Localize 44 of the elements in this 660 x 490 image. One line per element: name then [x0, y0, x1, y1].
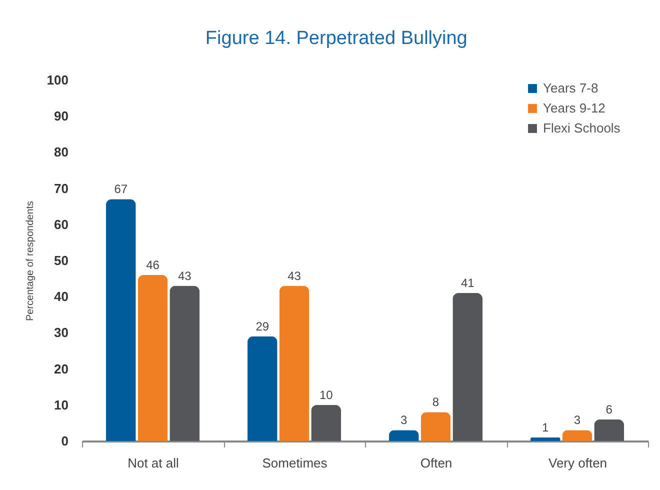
- data-label: 41: [460, 276, 475, 290]
- data-label: 67: [114, 182, 128, 196]
- bar: [247, 336, 278, 441]
- x-tick-label: Very often: [548, 456, 608, 470]
- bar: [311, 404, 342, 441]
- bar: [138, 274, 168, 441]
- y-axis-title: Percentage of respondents: [24, 200, 36, 322]
- data-label: 6: [606, 402, 613, 416]
- y-tick-label: 10: [54, 397, 68, 412]
- bar: [562, 430, 592, 441]
- data-label: 43: [288, 268, 302, 283]
- legend-label: Flexi Schools: [543, 120, 621, 136]
- data-label: 43: [178, 268, 192, 283]
- bar: [452, 292, 483, 441]
- legend-label: Years 7-8: [543, 80, 598, 96]
- bar: [388, 430, 419, 441]
- y-tick-label: 40: [54, 289, 68, 304]
- y-tick-label: 0: [61, 434, 68, 448]
- y-tick-label: 30: [54, 325, 68, 340]
- data-label: 3: [400, 413, 408, 428]
- data-label: 10: [319, 388, 334, 402]
- data-label: 8: [432, 395, 440, 410]
- legend-label: Years 9-12: [543, 100, 606, 116]
- x-tick-label: Often: [420, 456, 452, 470]
- bar: [530, 437, 560, 441]
- bar: [279, 286, 310, 441]
- y-tick-label: 70: [54, 180, 68, 196]
- bar: [420, 412, 451, 441]
- data-label: 1: [542, 420, 550, 434]
- y-tick-label: 80: [54, 144, 68, 160]
- y-tick-label: 100: [46, 72, 68, 88]
- bar: [594, 419, 624, 441]
- x-tick-label: Sometimes: [262, 456, 328, 470]
- bar: [170, 286, 200, 441]
- data-label: 29: [256, 319, 270, 334]
- data-label: 46: [146, 258, 160, 272]
- y-tick-label: 60: [54, 216, 68, 232]
- data-label: 3: [574, 413, 581, 428]
- x-tick-label: Not at all: [128, 456, 180, 470]
- bar: [106, 199, 136, 441]
- y-tick-label: 90: [54, 108, 68, 124]
- y-tick-label: 50: [54, 253, 68, 268]
- chart-title: Figure 14. Perpetrated Bullying: [205, 28, 468, 49]
- y-tick-label: 20: [54, 361, 68, 376]
